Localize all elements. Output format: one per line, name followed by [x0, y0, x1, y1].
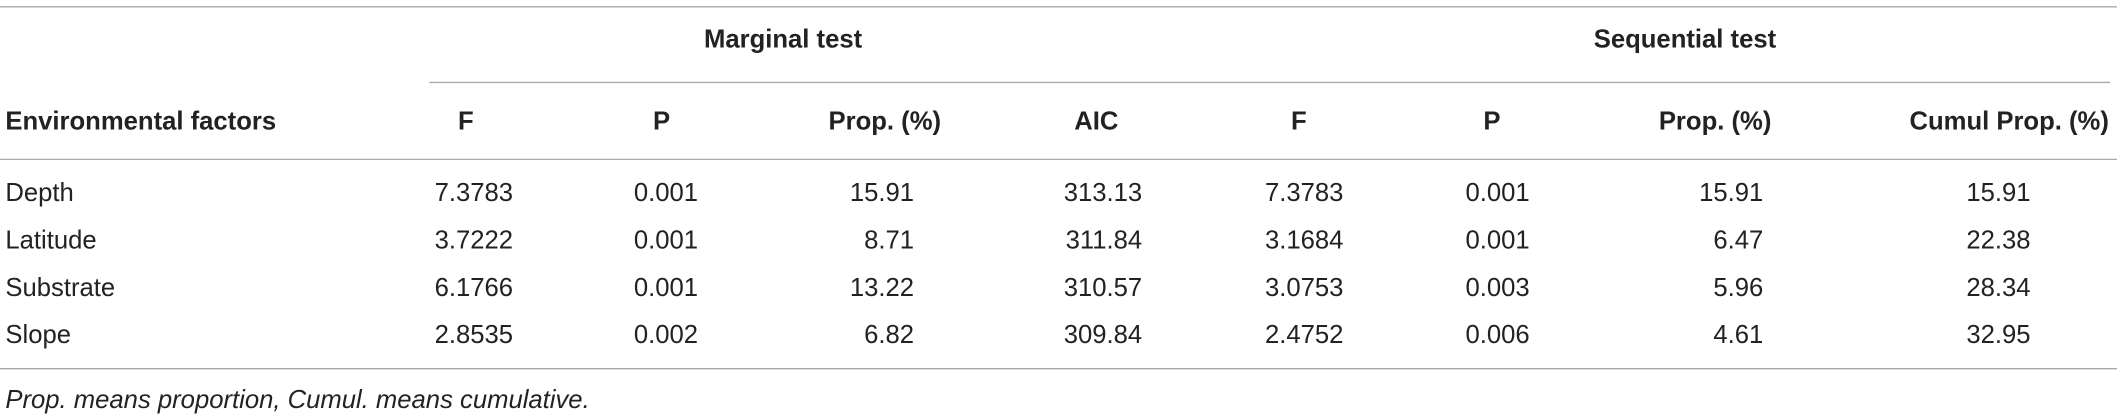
cell: 0.006: [1466, 321, 1530, 349]
group-header: Marginal test: [704, 25, 863, 53]
cell: 0.001: [1466, 227, 1530, 255]
column-header: Prop. (%): [829, 108, 942, 136]
cell: 313.13: [1064, 179, 1142, 207]
group-header: Sequential test: [1594, 25, 1777, 53]
footnote: Prop. means proportion, Cumul. means cum…: [5, 386, 589, 414]
cell: 309.84: [1064, 321, 1142, 349]
cell: 311.84: [1066, 227, 1143, 255]
cell: 28.34: [1966, 274, 2030, 302]
cell: 310.57: [1064, 274, 1142, 302]
cell: 15.91: [850, 179, 914, 207]
cell: 5.96: [1713, 274, 1763, 302]
cell: 32.95: [1966, 321, 2030, 349]
cell: 8.71: [864, 227, 914, 255]
row-label: Depth: [5, 179, 73, 207]
cell: 0.003: [1466, 274, 1530, 302]
cell: 0.001: [1466, 179, 1530, 207]
cell: 4.61: [1713, 321, 1763, 349]
cell: 6.82: [864, 321, 914, 349]
cell: 3.0753: [1265, 274, 1343, 302]
cell: 15.91: [1966, 179, 2030, 207]
cell: 2.4752: [1265, 321, 1343, 349]
cell: 2.8535: [435, 321, 513, 349]
cell: 15.91: [1699, 179, 1763, 207]
cell: 7.3783: [1265, 179, 1343, 207]
column-header: Environmental factors: [5, 108, 276, 136]
column-header: P: [653, 108, 670, 136]
column-header: F: [1291, 108, 1307, 136]
cell: 22.38: [1966, 227, 2030, 255]
column-header: Cumul Prop. (%): [1909, 108, 2108, 136]
cell: 0.002: [634, 321, 698, 349]
column-header: AIC: [1074, 108, 1118, 136]
column-header: P: [1483, 108, 1500, 136]
row-label: Substrate: [5, 274, 115, 302]
cell: 6.1766: [435, 274, 513, 302]
cell: 3.1684: [1265, 227, 1343, 255]
cell: 0.001: [634, 274, 698, 302]
cell: 7.3783: [435, 179, 513, 207]
column-header: F: [458, 108, 474, 136]
cell: 13.22: [850, 274, 914, 302]
cell: 6.47: [1713, 227, 1763, 255]
row-label: Latitude: [5, 227, 96, 255]
column-header: Prop. (%): [1659, 108, 1772, 136]
row-label: Slope: [5, 321, 71, 349]
cell: 0.001: [634, 227, 698, 255]
cell: 3.7222: [435, 227, 513, 255]
cell: 0.001: [634, 179, 698, 207]
